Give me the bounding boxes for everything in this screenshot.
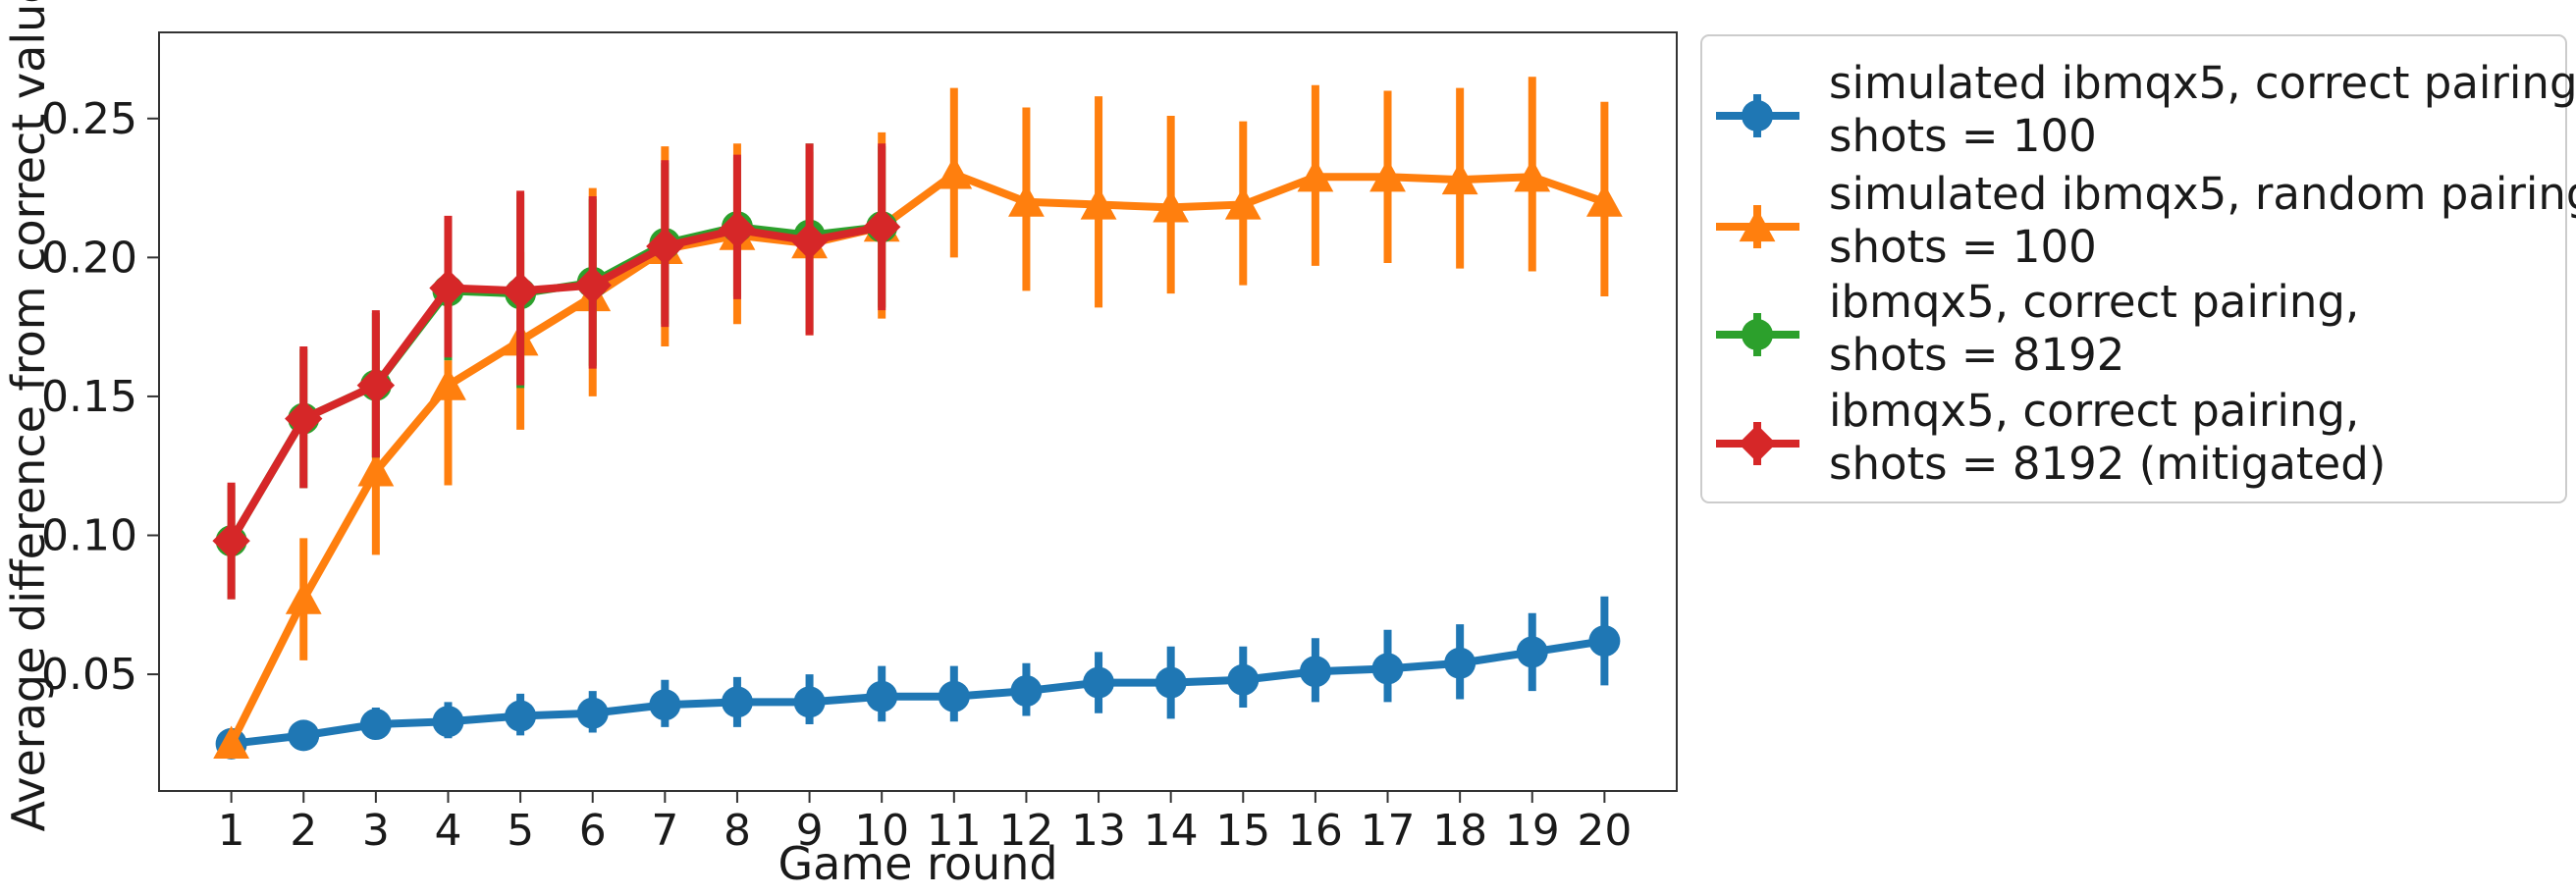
series-1 <box>215 596 1621 760</box>
data-point <box>1227 663 1260 696</box>
data-point <box>1516 636 1548 668</box>
x-tick-label: 14 <box>1144 806 1199 856</box>
legend-marker <box>1742 319 1773 350</box>
data-point <box>429 269 467 307</box>
data-point <box>793 686 826 718</box>
data-point <box>866 680 898 712</box>
data-point <box>285 399 323 438</box>
data-point <box>573 266 612 304</box>
data-point <box>430 367 466 400</box>
data-point <box>721 686 753 718</box>
legend-label-line: ibmqx5, correct pairing, <box>1829 385 2359 437</box>
y-tick-label: 0.05 <box>41 650 137 700</box>
legend-marker <box>1742 100 1773 132</box>
x-tick-label: 4 <box>434 806 461 856</box>
data-point <box>1224 186 1261 220</box>
data-point <box>212 521 250 560</box>
legend-box <box>1700 34 2567 503</box>
x-tick-label: 19 <box>1505 806 1560 856</box>
x-tick-label: 16 <box>1288 806 1343 856</box>
data-point <box>288 719 320 752</box>
legend-label-line: shots = 8192 <box>1829 329 2124 381</box>
data-point <box>1010 675 1043 708</box>
data-point <box>862 208 901 246</box>
x-tick-label: 5 <box>507 806 534 856</box>
x-tick-label: 12 <box>998 806 1053 856</box>
data-point <box>1369 158 1406 192</box>
data-point <box>1153 188 1190 223</box>
legend-label-line: simulated ibmqx5, correct pairing, <box>1829 57 2576 109</box>
x-tick-label: 8 <box>724 806 751 856</box>
data-point <box>505 700 537 732</box>
y-tick-label: 0.25 <box>41 94 137 144</box>
legend-label: simulated ibmqx5, random pairing, shots =… <box>1829 168 2576 273</box>
series-4 <box>212 143 901 600</box>
data-point <box>1514 158 1551 192</box>
legend-label-line: shots = 100 <box>1829 110 2097 162</box>
x-tick-label: 11 <box>927 806 982 856</box>
data-point <box>432 706 464 738</box>
legend-label-line: shots = 100 <box>1829 221 2097 273</box>
x-tick-label: 20 <box>1577 806 1632 856</box>
data-point <box>1588 625 1621 658</box>
data-point <box>1080 186 1117 220</box>
x-tick-label: 17 <box>1361 806 1416 856</box>
legend-marker <box>1738 424 1777 463</box>
axis-ticks: 1 2 3 4 5 6 7 8 9 10 11 12 13 14 15 16 17 18 19 200.050.100… <box>41 94 1632 856</box>
data-point <box>1371 653 1404 685</box>
legend-label: ibmqx5, correct pairing, shots = 8192 <box>1829 276 2359 381</box>
x-tick-label: 3 <box>362 806 390 856</box>
y-tick-label: 0.20 <box>41 233 137 283</box>
data-point <box>576 697 609 729</box>
data-point <box>1154 666 1187 699</box>
data-point <box>1444 647 1476 679</box>
legend-marker <box>1739 208 1776 242</box>
legend: simulated ibmqx5, correct pairing, shots … <box>1700 34 2576 503</box>
data-point <box>646 227 684 266</box>
x-tick-label: 10 <box>854 806 909 856</box>
x-tick-label: 6 <box>579 806 607 856</box>
legend-label-line: shots = 8192 (mitigated) <box>1829 438 2386 490</box>
data-point <box>938 680 970 712</box>
y-tick-label: 0.15 <box>41 372 137 422</box>
y-axis-title: Average difference from correct values <box>2 0 55 832</box>
data-point <box>213 725 250 759</box>
data-point <box>356 366 396 404</box>
legend-label: ibmqx5, correct pairing, shots = 8192 (mi… <box>1829 385 2386 490</box>
data-point <box>936 156 973 189</box>
data-point <box>359 709 392 741</box>
plot-frame <box>158 31 1678 792</box>
data-point <box>790 222 829 260</box>
data-point <box>1441 161 1478 195</box>
data-point <box>285 581 322 614</box>
series-line <box>228 223 883 544</box>
series-line <box>228 170 1606 746</box>
x-tick-label: 2 <box>290 806 317 856</box>
data-point <box>357 452 395 487</box>
x-tick-label: 13 <box>1071 806 1126 856</box>
x-tick-label: 15 <box>1215 806 1270 856</box>
data-point <box>501 272 540 310</box>
x-tick-label: 1 <box>218 806 245 856</box>
data-point <box>718 210 757 249</box>
data-point <box>1585 184 1623 217</box>
x-tick-label: 9 <box>796 806 824 856</box>
data-point <box>1299 656 1331 688</box>
x-tick-label: 7 <box>651 806 678 856</box>
data-point <box>1083 666 1115 699</box>
legend-label-line: ibmqx5, correct pairing, <box>1829 276 2359 328</box>
data-point <box>1297 158 1334 192</box>
legend-label: simulated ibmqx5, correct pairing, shots … <box>1829 57 2576 162</box>
legend-label-line: simulated ibmqx5, random pairing, <box>1829 168 2576 220</box>
data-point <box>649 689 681 721</box>
y-tick-label: 0.10 <box>41 511 137 561</box>
data-layer <box>212 77 1623 760</box>
data-point <box>1008 184 1045 217</box>
x-tick-label: 18 <box>1432 806 1487 856</box>
x-axis-title: Game round <box>778 837 1057 890</box>
